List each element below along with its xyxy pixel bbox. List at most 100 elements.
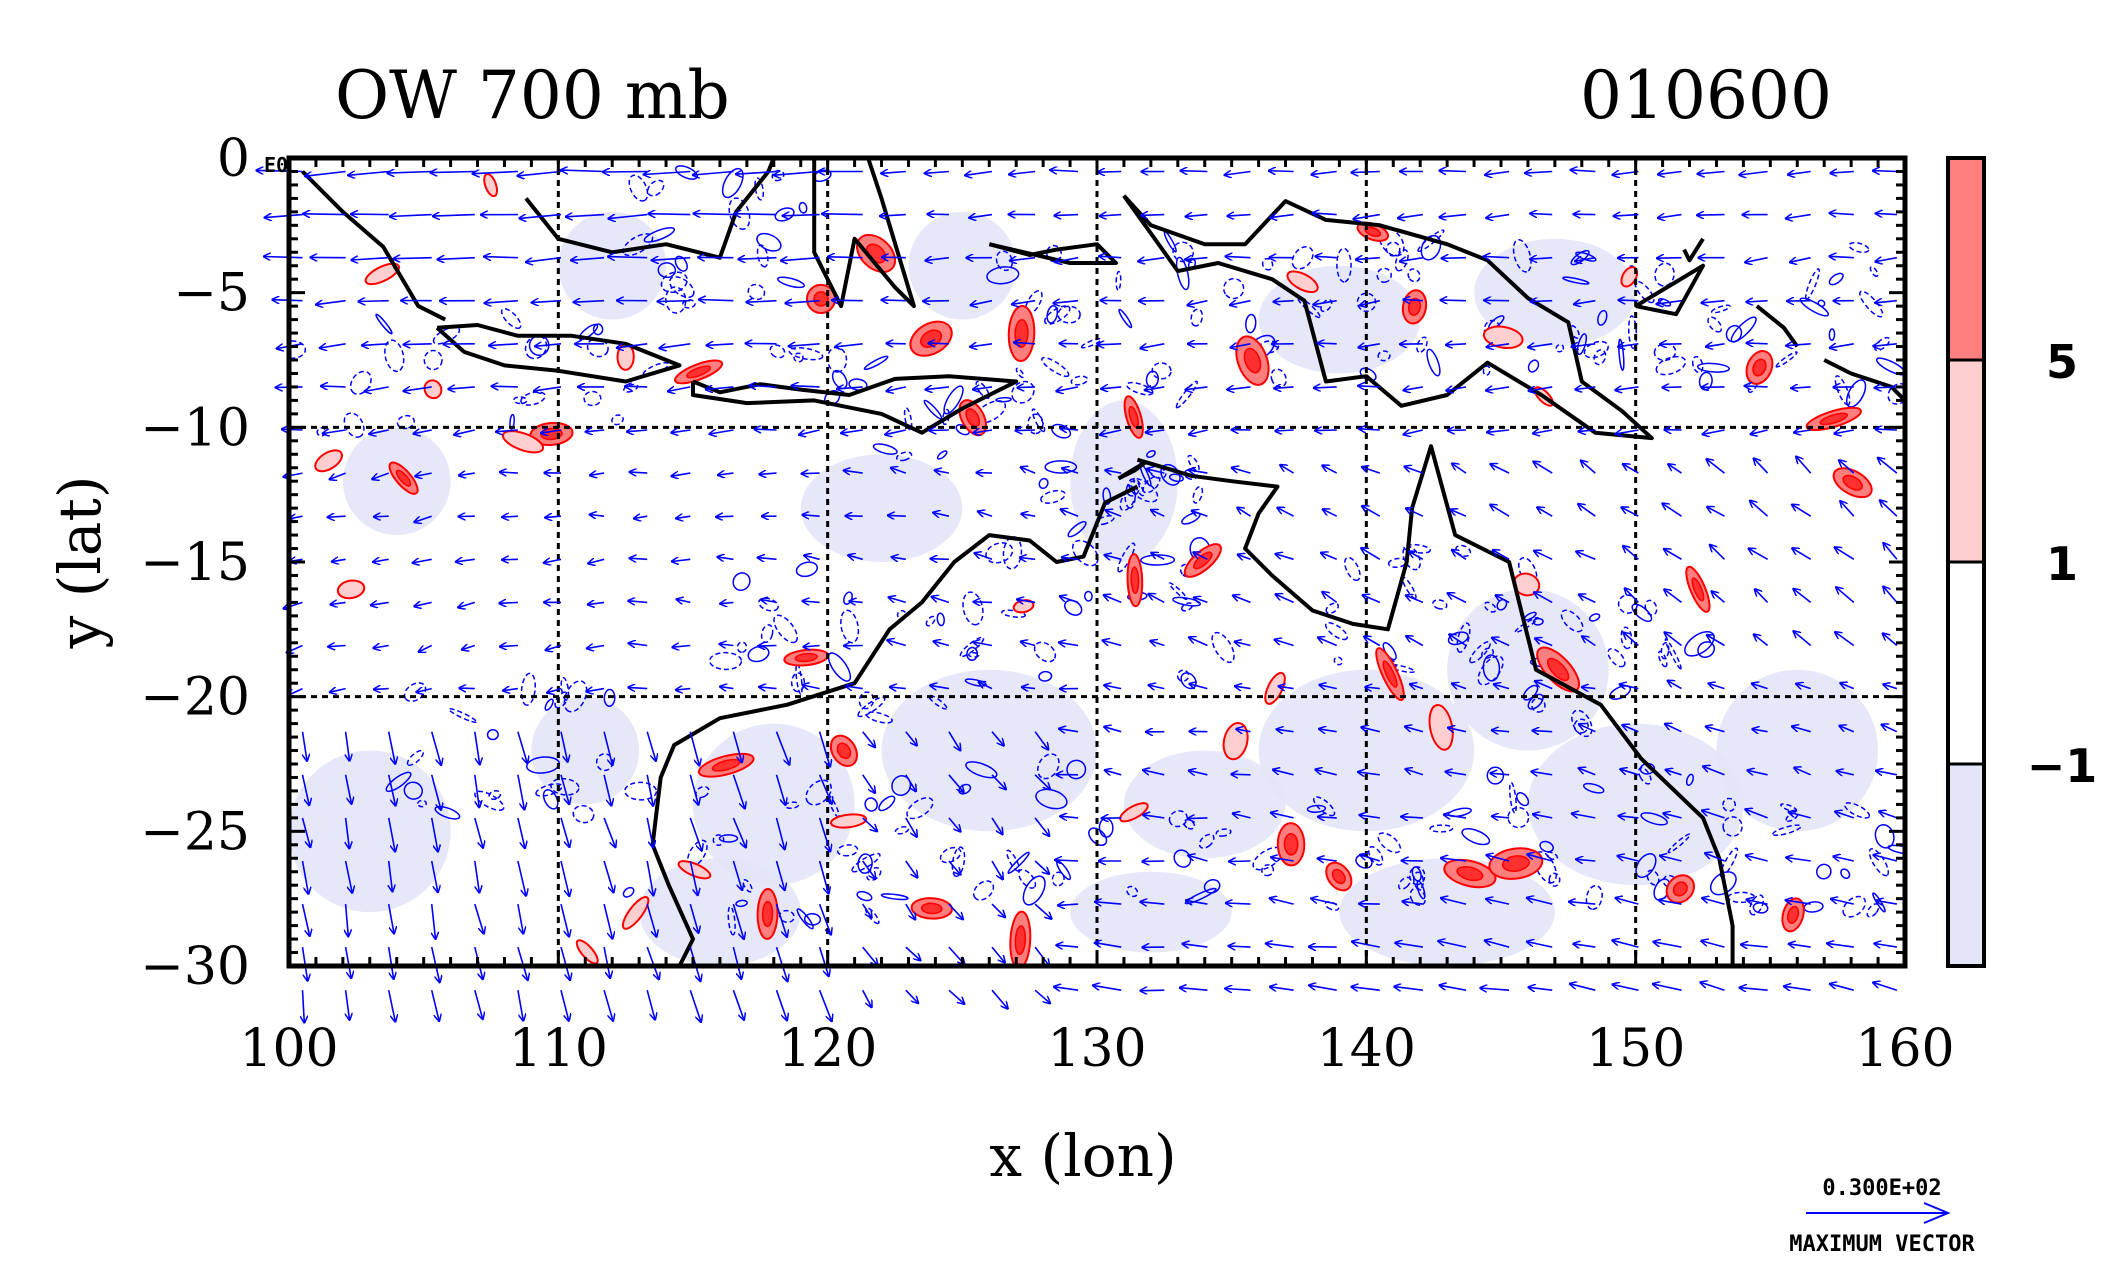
wind-vector bbox=[882, 257, 906, 258]
wind-vector bbox=[1620, 684, 1639, 688]
wind-vector bbox=[301, 860, 309, 894]
negative-contour bbox=[544, 698, 554, 711]
wind-vector bbox=[1662, 504, 1682, 517]
negative-contour bbox=[793, 352, 804, 363]
wind-vector bbox=[646, 860, 653, 895]
wind-vector bbox=[862, 817, 877, 831]
positive-contour-core bbox=[1130, 566, 1140, 594]
negative-contour bbox=[1183, 818, 1196, 830]
wind-vector bbox=[603, 860, 613, 892]
wind-vector bbox=[1405, 727, 1424, 733]
wind-vector bbox=[1701, 301, 1725, 303]
positive-contour-core bbox=[1331, 868, 1346, 885]
wind-vector bbox=[1705, 853, 1725, 862]
wind-vector bbox=[517, 903, 523, 934]
negative-contour bbox=[1635, 853, 1657, 879]
wind-vector bbox=[1441, 898, 1467, 905]
wind-vector bbox=[1625, 588, 1639, 603]
negative-contour bbox=[1696, 362, 1730, 373]
wind-vector bbox=[1062, 557, 1079, 559]
wind-vector bbox=[1182, 944, 1208, 947]
negative-contour bbox=[1707, 316, 1723, 333]
negative-contour bbox=[1429, 824, 1454, 833]
x-tick-label: 110 bbox=[509, 1019, 608, 1079]
wind-vector bbox=[1570, 984, 1596, 991]
negative-contour bbox=[1377, 832, 1402, 854]
negative-contour bbox=[1324, 622, 1349, 641]
wind-vector bbox=[1403, 387, 1424, 390]
wind-vector bbox=[818, 731, 830, 767]
negative-contour bbox=[1828, 328, 1836, 341]
negative-contour bbox=[1325, 602, 1340, 614]
wind-vector bbox=[1105, 770, 1122, 775]
wind-vector bbox=[351, 258, 389, 260]
wind-vector bbox=[1275, 640, 1294, 647]
negative-contour bbox=[962, 591, 984, 626]
wind-vector bbox=[1034, 860, 1049, 874]
wind-vector bbox=[1365, 687, 1380, 689]
wind-vector bbox=[1754, 634, 1769, 647]
wind-vector bbox=[1409, 552, 1424, 560]
negative-contour bbox=[668, 276, 695, 299]
wind-vector bbox=[699, 300, 734, 301]
coastline bbox=[435, 323, 682, 384]
wind-vector bbox=[374, 516, 389, 517]
wind-vector bbox=[301, 903, 310, 936]
wind-vector bbox=[1745, 386, 1768, 387]
wind-vector bbox=[973, 642, 993, 645]
wind-vector bbox=[1059, 642, 1079, 645]
negative-contour bbox=[1653, 343, 1677, 362]
positive-contour-core bbox=[965, 408, 981, 428]
wind-vector bbox=[1834, 430, 1854, 434]
negative-contour bbox=[1002, 536, 1023, 570]
negative-contour bbox=[1508, 781, 1517, 814]
colorbar-segment-high bbox=[1948, 158, 1984, 360]
wind-vector bbox=[1710, 545, 1726, 560]
wind-vector bbox=[803, 646, 820, 647]
wind-vector bbox=[991, 946, 1005, 963]
negative-contour bbox=[423, 349, 443, 371]
wind-vector bbox=[393, 258, 432, 259]
wind-vector bbox=[608, 257, 648, 258]
negative-contour bbox=[486, 729, 499, 741]
wind-vector bbox=[1233, 596, 1251, 604]
wind-vector bbox=[1656, 301, 1682, 304]
wind-vector bbox=[948, 903, 963, 919]
wind-vector bbox=[1875, 301, 1897, 303]
negative-contour bbox=[1146, 450, 1156, 459]
wind-vector bbox=[832, 300, 863, 301]
negative-contour bbox=[657, 262, 677, 279]
negative-contour bbox=[1874, 824, 1895, 849]
wind-vector bbox=[1143, 770, 1165, 776]
negative-contour bbox=[1046, 244, 1062, 263]
negative-contour bbox=[1071, 539, 1099, 567]
wind-vector bbox=[1021, 642, 1036, 646]
wind-vector bbox=[1664, 549, 1682, 560]
positive-contour-core bbox=[1752, 358, 1767, 377]
negative-contour bbox=[1514, 616, 1539, 633]
negative-contour bbox=[1456, 622, 1471, 653]
wind-vector bbox=[1315, 430, 1337, 431]
wind-vector bbox=[1492, 730, 1510, 732]
wind-vector bbox=[862, 946, 878, 965]
wind-vector bbox=[1101, 387, 1122, 389]
wind-vector bbox=[1060, 816, 1079, 818]
negative-contour bbox=[1057, 305, 1081, 324]
wind-vector bbox=[1873, 983, 1898, 991]
wind-vector bbox=[1060, 596, 1079, 604]
negative-contour bbox=[1041, 356, 1070, 378]
wind-vector bbox=[433, 215, 475, 217]
wind-vector bbox=[1189, 771, 1208, 775]
wind-vector bbox=[1613, 985, 1639, 991]
negative-contour bbox=[1461, 828, 1491, 846]
wind-vector bbox=[603, 172, 648, 173]
wind-vector bbox=[1105, 555, 1122, 559]
positive-contour bbox=[575, 939, 599, 965]
wind-vector bbox=[837, 387, 863, 389]
negative-contour bbox=[1038, 477, 1049, 490]
wind-vector bbox=[932, 597, 950, 604]
negative-contour bbox=[1640, 812, 1668, 826]
wind-vector bbox=[1786, 344, 1811, 346]
wind-vector bbox=[658, 301, 691, 302]
wind-vector bbox=[474, 817, 483, 848]
